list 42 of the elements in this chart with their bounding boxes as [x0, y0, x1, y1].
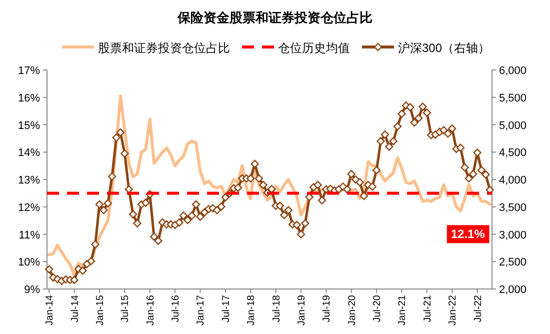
y-tick-label: 17% — [18, 65, 40, 77]
y2-tick-label: 4,000 — [499, 174, 527, 186]
y-tick-label: 11% — [18, 229, 40, 242]
legend-label: 股票和证券投资仓位占比 — [98, 41, 230, 55]
x-tick-label: Jul-15 — [120, 294, 132, 322]
x-tick-label: Jan-22 — [448, 294, 459, 326]
x-tick-label: Jul-17 — [220, 294, 232, 322]
y2-tick-label: 6,000 — [499, 65, 527, 77]
y-tick-label: 9% — [24, 284, 40, 296]
x-tick-label: Jul-18 — [271, 294, 282, 322]
y-tick-label: 15% — [18, 120, 40, 132]
x-tick-label: Jan-16 — [145, 294, 156, 326]
x-tick-label: Jul-19 — [322, 294, 333, 322]
x-tick-label: Jan-21 — [397, 294, 408, 326]
x-tick-label: Jul-16 — [170, 294, 182, 322]
x-tick-label: Jul-22 — [472, 294, 484, 322]
x-tick-label: Jan-17 — [196, 294, 207, 326]
y-tick-label: 13% — [18, 174, 40, 186]
y-tick-label: 16% — [18, 92, 40, 104]
x-tick-label: Jan-15 — [94, 294, 106, 326]
y2-tick-label: 3,500 — [499, 202, 527, 214]
y-tick-label: 10% — [18, 256, 40, 269]
x-tick-label: Jul-14 — [70, 294, 81, 322]
y2-tick-label: 2,500 — [499, 256, 527, 269]
y-tick-label: 12% — [18, 202, 40, 214]
x-tick-label: Jul-20 — [372, 294, 384, 322]
legend-label: 沪深300（右轴） — [398, 41, 490, 55]
legend-label: 仓位历史均值 — [278, 41, 350, 55]
y2-tick-label: 3,000 — [499, 229, 527, 242]
y2-tick-label: 2,000 — [499, 284, 527, 296]
x-tick-label: Jan-18 — [246, 294, 258, 326]
annotation: 12.1% — [446, 225, 490, 244]
y2-tick-label: 4,500 — [499, 147, 527, 160]
x-tick-label: Jul-21 — [422, 294, 434, 322]
annotation: 12.1% — [450, 227, 486, 242]
x-tick-label: Jan-20 — [346, 294, 358, 326]
y2-tick-label: 5,500 — [499, 92, 527, 104]
chart-title: 保险资金股票和证券投资仓位占比 — [176, 10, 372, 25]
x-tick-label: Jan-19 — [296, 294, 308, 326]
x-tick-label: Jan-14 — [44, 294, 56, 326]
y2-tick-label: 5,000 — [499, 120, 527, 132]
y-tick-label: 14% — [18, 147, 40, 160]
